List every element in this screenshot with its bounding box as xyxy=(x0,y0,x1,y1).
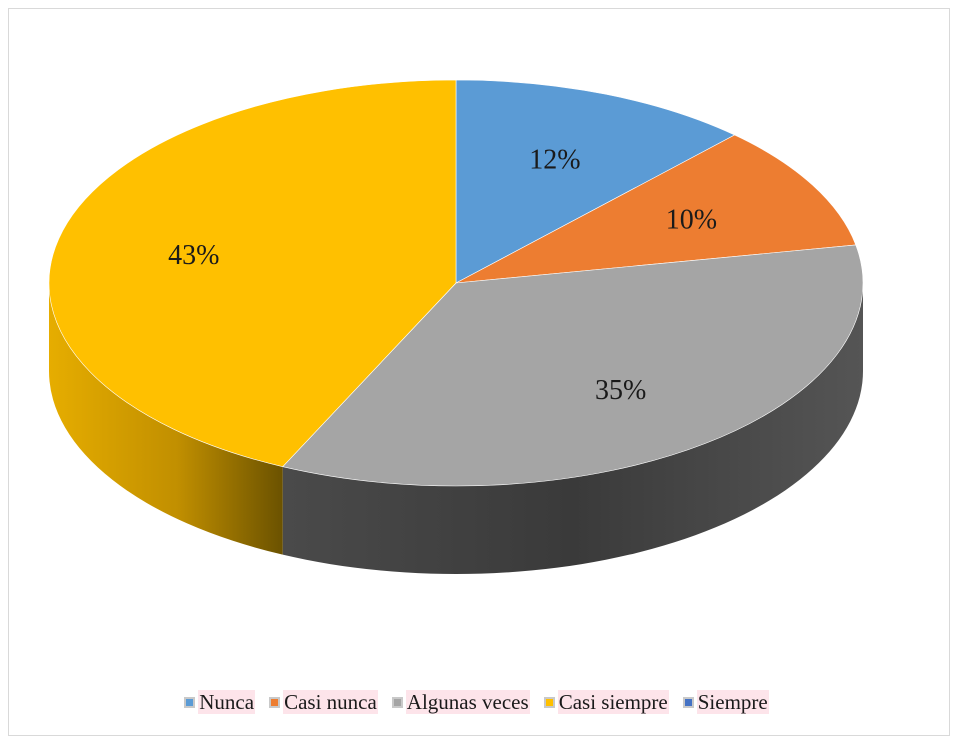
data-label-algunas-veces: 35% xyxy=(595,375,646,406)
legend-label-nunca: Nunca xyxy=(198,690,256,714)
legend-label-casi-nunca: Casi nunca xyxy=(283,690,378,714)
pie-side-casi-siempre xyxy=(49,283,283,555)
legend-item-siempre: Siempre xyxy=(682,690,769,714)
legend-label-siempre: Siempre xyxy=(696,690,769,714)
legend-swatch-nunca xyxy=(184,696,196,708)
legend-item-casi-nunca: Casi nunca xyxy=(269,690,378,714)
data-label-casi-siempre: 43% xyxy=(168,240,219,271)
legend-swatch-casi-nunca xyxy=(269,696,281,708)
legend-swatch-casi-siempre xyxy=(543,696,555,708)
data-label-nunca: 12% xyxy=(529,144,580,175)
data-label-casi-nunca: 10% xyxy=(666,204,717,235)
pie-side-algunas-veces xyxy=(282,283,863,574)
legend-item-casi-siempre: Casi siempre xyxy=(543,690,669,714)
pie-slice-casi-nunca xyxy=(455,134,857,284)
pie-slice-algunas-veces xyxy=(282,244,864,487)
legend: Nunca Casi nunca Algunas veces Casi siempre… xyxy=(0,690,953,714)
pie-slice-nunca xyxy=(455,79,736,284)
pie-slice-casi-siempre xyxy=(48,79,457,468)
legend-label-casi-siempre: Casi siempre xyxy=(557,690,669,714)
legend-item-nunca: Nunca xyxy=(184,690,256,714)
legend-swatch-algunas-veces xyxy=(391,696,403,708)
legend-swatch-siempre xyxy=(682,696,694,708)
pie-chart: 12% 10% 35% 43% xyxy=(48,79,864,574)
legend-item-algunas-veces: Algunas veces xyxy=(391,690,530,714)
legend-label-algunas-veces: Algunas veces xyxy=(405,690,530,714)
